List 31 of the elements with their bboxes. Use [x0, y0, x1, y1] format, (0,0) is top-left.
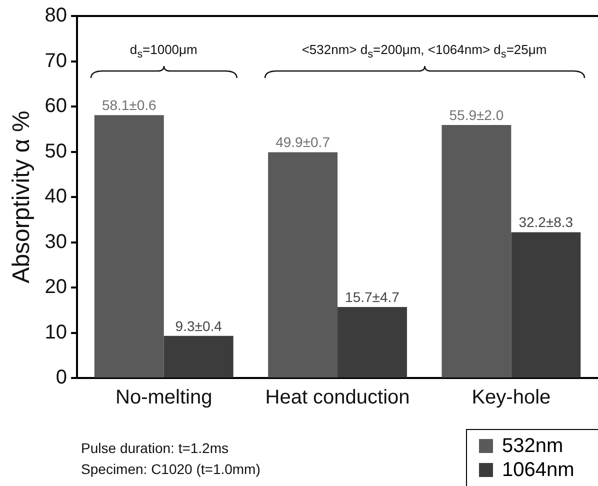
y-tick-label: 10	[44, 321, 68, 344]
y-tick-label: 80	[44, 4, 68, 27]
bar	[164, 336, 234, 378]
y-tick-label: 70	[44, 50, 68, 72]
y-tick-label: 0	[56, 366, 68, 389]
annotation: d$_{s}$=1000μm	[130, 42, 198, 61]
data-label: 58.1±0.6	[102, 96, 157, 113]
data-label: 32.2±8.3	[518, 214, 574, 230]
y-tick-label: 50	[44, 140, 68, 162]
y-tick-label: 20	[44, 276, 68, 298]
data-label: 9.3±0.4	[175, 318, 222, 334]
y-tick-label: 40	[44, 186, 68, 208]
y-tick-label: 60	[44, 95, 68, 118]
bar	[338, 306, 407, 378]
data-label: 49.9±0.7	[276, 134, 330, 150]
bar	[94, 115, 164, 378]
bar	[511, 232, 581, 378]
annotation: <532nm> d$_{s}$=200μm, <1064nm> d$_{s}$=25μm	[302, 42, 547, 61]
y-axis-title: Absorptivity α %	[8, 110, 36, 284]
legend-label: 1064nm	[502, 458, 574, 482]
y-tick-label: 30	[44, 230, 68, 253]
legend-label: 532nm	[502, 434, 564, 458]
x-tick-label: Heat conduction	[265, 386, 410, 409]
text: Specimen: C1020 (t=1.0mm)	[81, 460, 260, 479]
x-tick-label: No-melting	[116, 386, 212, 409]
data-label: 55.9±2.0	[449, 106, 504, 123]
x-tick-label: Key-hole	[472, 386, 551, 409]
bar	[442, 125, 512, 378]
bar	[268, 152, 338, 378]
text: Pulse duration: t=1.2ms	[81, 439, 229, 458]
data-label: 15.7±4.7	[345, 288, 400, 305]
